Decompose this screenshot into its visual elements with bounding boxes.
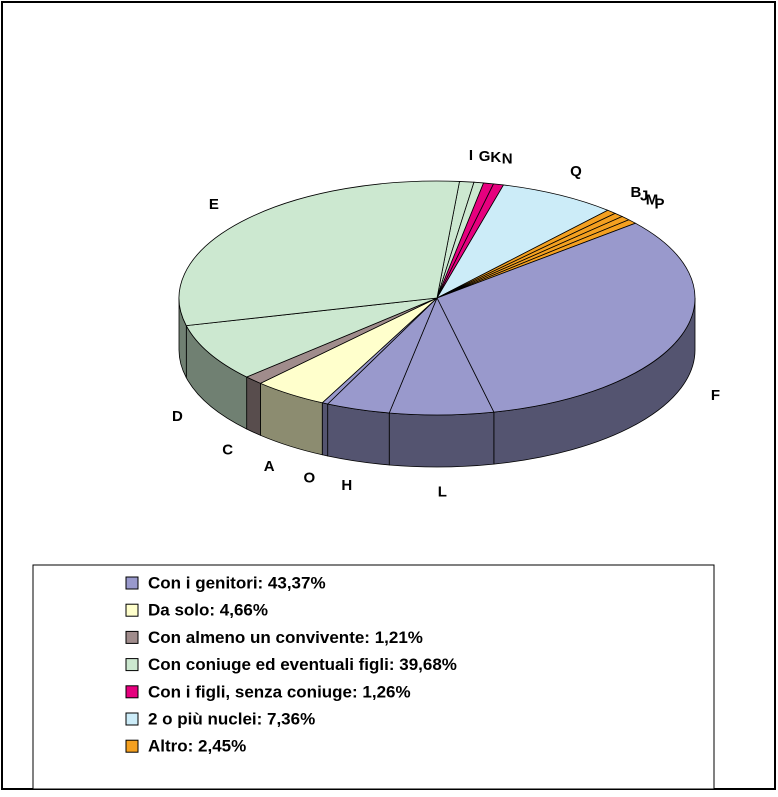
slice-label: B xyxy=(630,184,641,201)
slice-label: L xyxy=(438,484,447,501)
pie-tops xyxy=(178,180,696,416)
legend-label: Con i figli, senza coniuge: 1,26% xyxy=(148,682,411,701)
slice-label: I xyxy=(469,147,473,164)
slice-label: H xyxy=(341,477,352,494)
legend-swatch xyxy=(125,685,139,699)
slice-label: K xyxy=(490,149,501,166)
slice xyxy=(436,222,696,413)
slice-side xyxy=(321,402,329,457)
legend-swatch xyxy=(125,712,139,726)
legend-swatch xyxy=(125,739,139,753)
slice-label: G xyxy=(479,148,491,165)
slice xyxy=(178,180,460,327)
slice-label: E xyxy=(209,196,219,213)
legend-swatch xyxy=(125,630,139,644)
legend-label: Con coniuge ed eventuali figli: 39,68% xyxy=(148,655,457,674)
legend-swatch xyxy=(125,576,139,590)
slice-label: A xyxy=(264,458,275,475)
slice-label: J xyxy=(640,188,648,205)
legend-swatch xyxy=(125,603,139,617)
slice-label: N xyxy=(502,150,513,167)
slice-label: D xyxy=(172,408,183,425)
slice xyxy=(185,297,438,378)
legend-label: Altro: 2,45% xyxy=(148,737,246,756)
slice-label: O xyxy=(303,470,315,487)
slice-side xyxy=(246,376,261,436)
slice-label: F xyxy=(711,387,720,404)
legend-label: 2 o più nuclei: 7,36% xyxy=(148,709,315,728)
slice-label: C xyxy=(222,441,233,458)
legend-label: Da solo: 4,66% xyxy=(148,601,268,620)
legend-label: Con i genitori: 43,37% xyxy=(148,573,326,592)
slice-side xyxy=(388,411,495,468)
legend-box xyxy=(32,564,715,790)
slice xyxy=(435,184,609,299)
slice-side xyxy=(327,403,390,466)
slice-label: P xyxy=(655,196,665,213)
slice-label: M xyxy=(646,192,659,209)
pie-sides xyxy=(178,297,696,468)
legend: Con i genitori: 43,37% Da solo: 4,66% Con … xyxy=(125,573,457,756)
legend-swatch xyxy=(125,658,139,672)
legend-label: Con almeno un convivente: 1,21% xyxy=(148,628,423,647)
slice-label: Q xyxy=(570,163,582,180)
